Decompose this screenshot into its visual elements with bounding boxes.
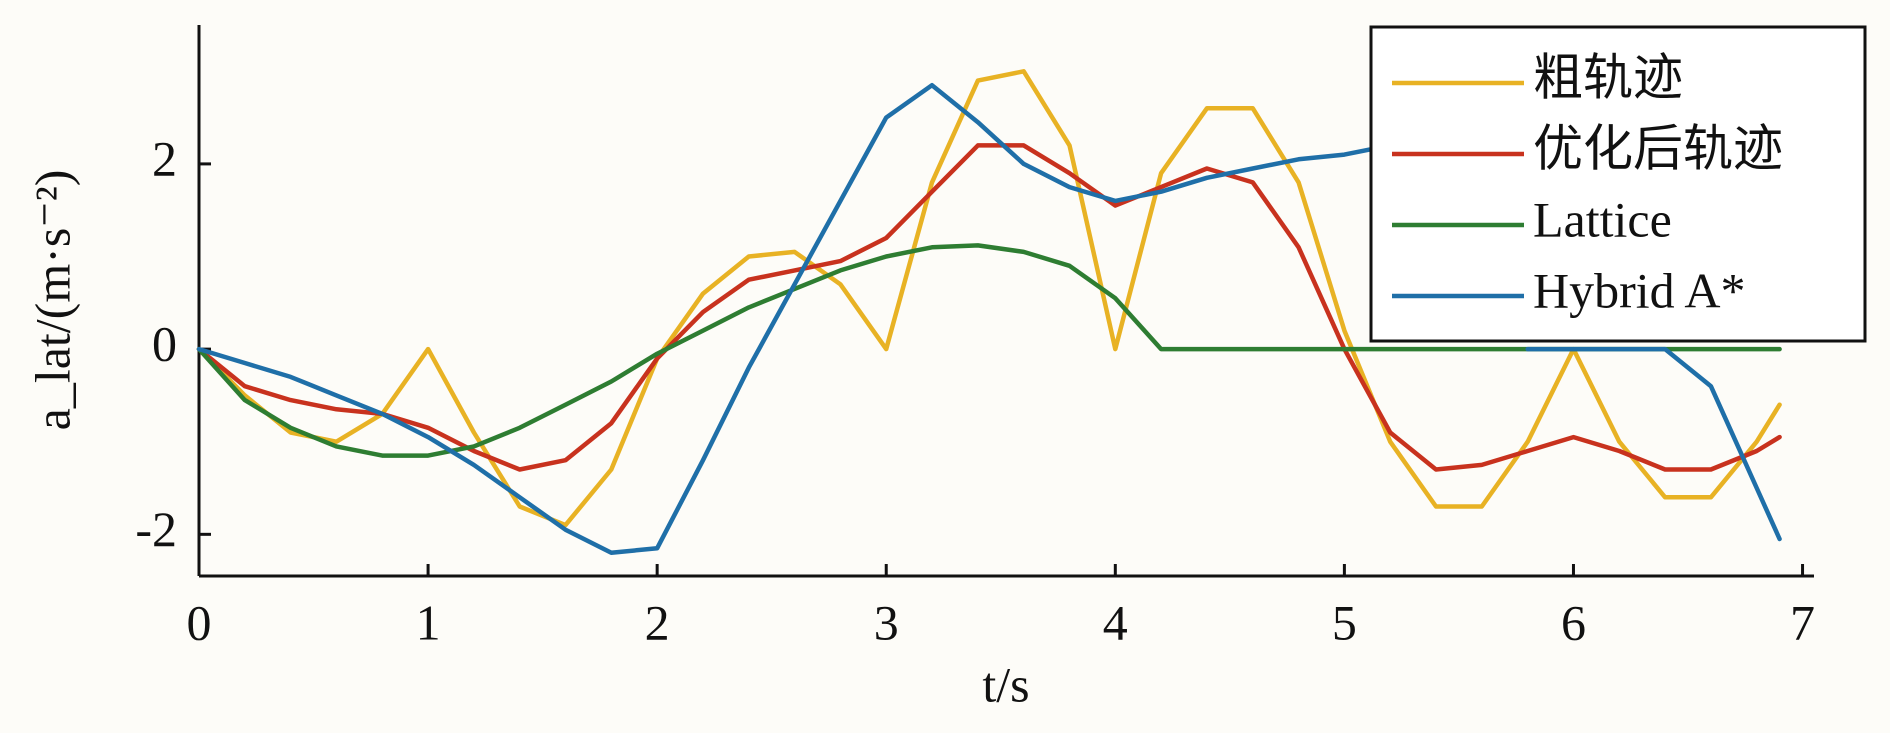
legend-label: Hybrid A*	[1533, 262, 1746, 318]
x-tick-label: 2	[645, 594, 670, 650]
x-axis-label: t/s	[982, 656, 1029, 712]
series-line	[196, 69, 1782, 528]
series-line	[196, 82, 1782, 556]
x-tick-label: 6	[1561, 594, 1586, 650]
x-tick-label: 4	[1103, 594, 1128, 650]
x-tick-label: 1	[416, 594, 441, 650]
y-tick-label: 0	[152, 316, 177, 372]
legend-label: Lattice	[1533, 191, 1672, 247]
y-tick-label: -2	[135, 501, 177, 557]
y-tick-label: 2	[152, 130, 177, 186]
y-axis-label: a_lat/(m·s⁻²)	[24, 170, 80, 431]
x-tick-label: 0	[187, 594, 212, 650]
legend-box	[1369, 25, 1867, 343]
legend-label: 粗轨迹	[1533, 49, 1683, 105]
x-tick-label: 7	[1790, 594, 1815, 650]
x-tick-label: 3	[874, 594, 899, 650]
x-tick-label: 5	[1332, 594, 1357, 650]
legend-label: 优化后轨迹	[1533, 120, 1783, 176]
